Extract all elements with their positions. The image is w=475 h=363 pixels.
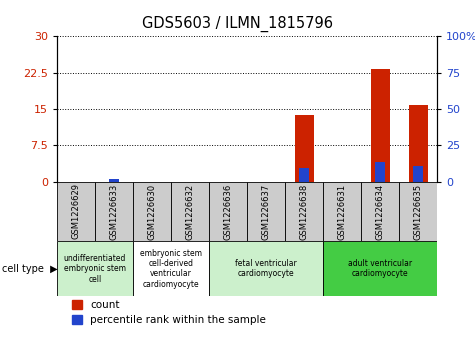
Text: GSM1226630: GSM1226630 [148,183,156,240]
Text: GSM1226632: GSM1226632 [186,183,194,240]
Text: GSM1226633: GSM1226633 [110,183,118,240]
Bar [370,69,389,182]
Text: GSM1226634: GSM1226634 [376,183,384,240]
Bar [109,179,119,182]
Bar [133,182,171,241]
Bar [57,182,95,241]
Legend: count, percentile rank within the sample: count, percentile rank within the sample [72,300,266,325]
Text: GSM1226636: GSM1226636 [224,183,232,240]
Text: GSM1226638: GSM1226638 [300,183,308,240]
Bar [209,241,323,296]
Bar [294,115,314,182]
Text: embryonic stem
cell-derived
ventricular
cardiomyocyte: embryonic stem cell-derived ventricular … [140,249,202,289]
Text: fetal ventricular
cardiomyocyte: fetal ventricular cardiomyocyte [235,259,297,278]
Text: GDS5603 / ILMN_1815796: GDS5603 / ILMN_1815796 [142,16,333,32]
Bar [408,105,428,182]
Bar [95,182,133,241]
Bar [57,241,133,296]
Bar [413,166,423,182]
Bar [361,182,399,241]
Text: cell type  ▶: cell type ▶ [2,264,58,274]
Text: GSM1226635: GSM1226635 [414,183,422,240]
Bar [209,182,247,241]
Text: GSM1226637: GSM1226637 [262,183,270,240]
Bar [171,182,209,241]
Text: GSM1226631: GSM1226631 [338,183,346,240]
Text: undifferentiated
embryonic stem
cell: undifferentiated embryonic stem cell [64,254,126,284]
Bar [247,182,285,241]
Bar [285,182,323,241]
Bar [323,182,361,241]
Bar [133,241,209,296]
Bar [323,241,437,296]
Bar [375,162,385,182]
Text: adult ventricular
cardiomyocyte: adult ventricular cardiomyocyte [348,259,412,278]
Bar [299,168,309,182]
Text: GSM1226629: GSM1226629 [72,183,80,240]
Bar [399,182,437,241]
